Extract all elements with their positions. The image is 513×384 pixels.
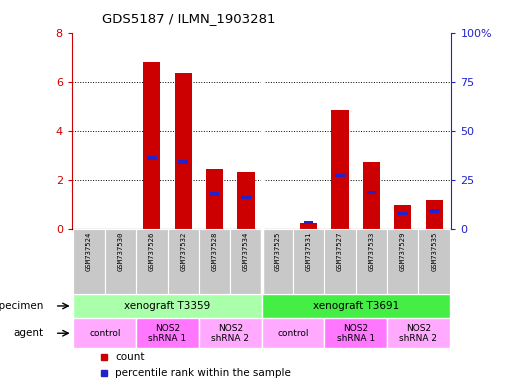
Text: GSM737530: GSM737530 <box>117 232 124 271</box>
Bar <box>331 110 349 230</box>
Text: control: control <box>277 329 309 338</box>
Bar <box>262 294 450 318</box>
Bar <box>174 73 192 230</box>
Text: percentile rank within the sample: percentile rank within the sample <box>115 368 291 378</box>
Text: GSM737526: GSM737526 <box>149 232 155 271</box>
Bar <box>363 162 380 230</box>
Bar <box>168 230 199 294</box>
Bar <box>199 230 230 294</box>
Text: GSM737533: GSM737533 <box>368 232 374 271</box>
Bar <box>426 200 443 230</box>
Bar <box>419 230 450 294</box>
Bar <box>73 230 105 294</box>
Bar <box>367 191 376 194</box>
Bar <box>230 230 262 294</box>
Text: GSM737528: GSM737528 <box>211 232 218 271</box>
Bar <box>324 230 356 294</box>
Bar <box>336 174 345 177</box>
Bar <box>262 318 324 348</box>
Text: agent: agent <box>13 328 43 338</box>
Text: GSM737525: GSM737525 <box>274 232 280 271</box>
Text: count: count <box>115 352 145 362</box>
Bar <box>136 230 168 294</box>
Bar <box>241 196 251 199</box>
Text: NOS2
shRNA 1: NOS2 shRNA 1 <box>337 323 375 343</box>
Bar <box>136 318 199 348</box>
Text: control: control <box>89 329 121 338</box>
Text: NOS2
shRNA 1: NOS2 shRNA 1 <box>148 323 187 343</box>
Bar <box>143 62 161 230</box>
Text: GDS5187 / ILMN_1903281: GDS5187 / ILMN_1903281 <box>102 12 275 25</box>
Text: GSM737534: GSM737534 <box>243 232 249 271</box>
Bar <box>293 230 324 294</box>
Bar <box>394 205 411 230</box>
Bar <box>324 318 387 348</box>
Text: xenograft T3691: xenograft T3691 <box>312 301 399 311</box>
Bar <box>356 230 387 294</box>
Text: GSM737524: GSM737524 <box>86 232 92 271</box>
Bar <box>262 230 293 294</box>
Text: xenograft T3359: xenograft T3359 <box>124 301 211 311</box>
Bar <box>199 318 262 348</box>
Text: GSM737535: GSM737535 <box>431 232 437 271</box>
Text: specimen: specimen <box>0 301 43 311</box>
Bar <box>387 230 419 294</box>
Bar <box>179 160 188 164</box>
Text: NOS2
shRNA 2: NOS2 shRNA 2 <box>211 323 249 343</box>
Bar <box>304 221 313 224</box>
Text: NOS2
shRNA 2: NOS2 shRNA 2 <box>400 323 438 343</box>
Text: GSM737529: GSM737529 <box>400 232 406 271</box>
Bar <box>429 209 439 213</box>
Bar <box>147 156 156 160</box>
Text: GSM737527: GSM737527 <box>337 232 343 271</box>
Bar <box>387 318 450 348</box>
Bar <box>398 212 407 215</box>
Bar <box>73 318 136 348</box>
Text: GSM737532: GSM737532 <box>180 232 186 271</box>
Bar <box>206 169 223 230</box>
Bar <box>238 172 254 230</box>
Bar <box>105 230 136 294</box>
Bar <box>73 294 262 318</box>
Text: GSM737531: GSM737531 <box>306 232 312 271</box>
Bar <box>210 192 220 195</box>
Bar <box>300 223 318 230</box>
